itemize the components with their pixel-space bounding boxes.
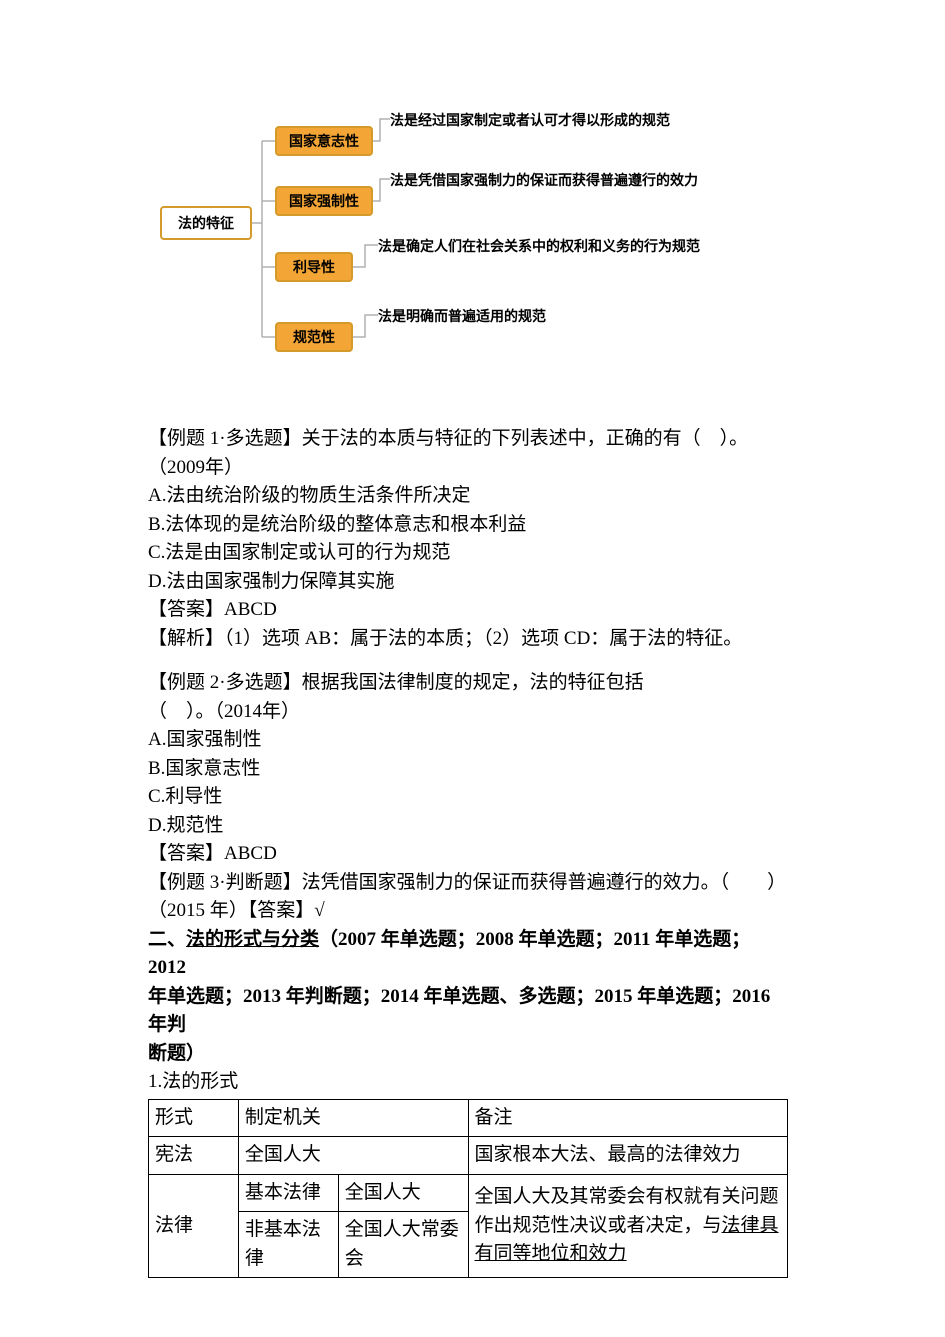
diagram-desc-1: 法是凭借国家强制力的保证而获得普遍遵行的效力 [390,170,698,190]
section2-title-line1: 二、法的形式与分类（2007 年单选题；2008 年单选题；2011 年单选题；… [148,926,788,983]
q1-optB: B.法体现的是统治阶级的整体意志和根本利益 [148,511,788,540]
th-authority: 制定机关 [238,1099,468,1137]
q2-stem: 【例题 2·多选题】根据我国法律制度的规定，法的特征包括（ ）。（2014年） [148,669,788,726]
law-forms-table: 形式 制定机关 备注 宪法 全国人大 国家根本大法、最高的法律效力 法律 基本法… [148,1099,788,1279]
q1-stem-prefix: 【例题 1·多选题】关于法的本质与特征的下列表述中，正确的有（ [148,428,701,449]
section2-sub1: 1.法的形式 [148,1068,788,1097]
q1-optD: D.法由国家强制力保障其实施 [148,568,788,597]
q1-explain: 【解析】（1）选项 AB：属于法的本质；（2）选项 CD：属于法的特征。 [148,625,788,654]
cell-remark-0: 国家根本大法、最高的法律效力 [468,1137,787,1175]
content-area: 【例题 1·多选题】关于法的本质与特征的下列表述中，正确的有（ ）。（2009年… [148,425,788,1278]
th-remark: 备注 [468,1099,787,1137]
q1-stem: 【例题 1·多选题】关于法的本质与特征的下列表述中，正确的有（ ）。（2009年… [148,425,788,482]
section2-title-line2: 年单选题；2013 年判断题；2014 年单选题、多选题；2015 年单选题；2… [148,983,788,1040]
q2-optD: D.规范性 [148,812,788,841]
q2-optA: A.国家强制性 [148,726,788,755]
cell-sub-0b: 全国人大 [338,1174,468,1212]
section2-title-line3: 断题） [148,1040,788,1069]
cell-form-1: 法律 [149,1174,239,1278]
q2-answer: 【答案】ABCD [148,840,788,869]
section2-title-ul: 法的形式与分类 [186,929,319,950]
table-row: 形式 制定机关 备注 [149,1099,788,1137]
q2-optB: B.国家意志性 [148,755,788,784]
diagram-branch-3: 规范性 [275,322,353,352]
cell-remark-1: 全国人大及其常委会有权就有关问题作出规范性决议或者决定，与法律具有同等地位和效力 [468,1174,787,1278]
diagram-area: 法的特征 国家意志性 法是经过国家制定或者认可才得以形成的规范 国家强制性 法是… [0,0,945,400]
cell-sub-1a: 非基本法律 [238,1212,338,1278]
table-row: 法律 基本法律 全国人大 全国人大及其常委会有权就有关问题作出规范性决议或者决定… [149,1174,788,1212]
diagram-connectors [0,0,945,400]
q2-optC: C.利导性 [148,783,788,812]
q2-stem-suffix: ）。（2014年） [186,701,300,722]
q1-optC: C.法是由国家制定或认可的行为规范 [148,539,788,568]
diagram-branch-1: 国家强制性 [275,186,373,216]
diagram-desc-3: 法是明确而普遍适用的规范 [378,306,546,326]
section2-lead: 二、 [148,929,186,950]
th-form: 形式 [149,1099,239,1137]
q1-optA: A.法由统治阶级的物质生活条件所决定 [148,482,788,511]
diagram-branch-0: 国家意志性 [275,126,373,156]
diagram-root-node: 法的特征 [160,206,252,240]
q1-answer: 【答案】ABCD [148,596,788,625]
diagram-branch-2: 利导性 [275,252,353,282]
cell-sub-0a: 基本法律 [238,1174,338,1212]
q3-line2: （2015 年）【答案】√ [148,897,788,926]
cell-form-0: 宪法 [149,1137,239,1175]
cell-auth-0: 全国人大 [238,1137,468,1175]
q3-line1: 【例题 3·判断题】法凭借国家强制力的保证而获得普遍遵行的效力。（ ） [148,869,788,898]
diagram-desc-0: 法是经过国家制定或者认可才得以形成的规范 [390,110,670,130]
diagram-desc-2: 法是确定人们在社会关系中的权利和义务的行为规范 [378,236,700,256]
table-row: 宪法 全国人大 国家根本大法、最高的法律效力 [149,1137,788,1175]
cell-sub-1b: 全国人大常委会 [338,1212,468,1278]
